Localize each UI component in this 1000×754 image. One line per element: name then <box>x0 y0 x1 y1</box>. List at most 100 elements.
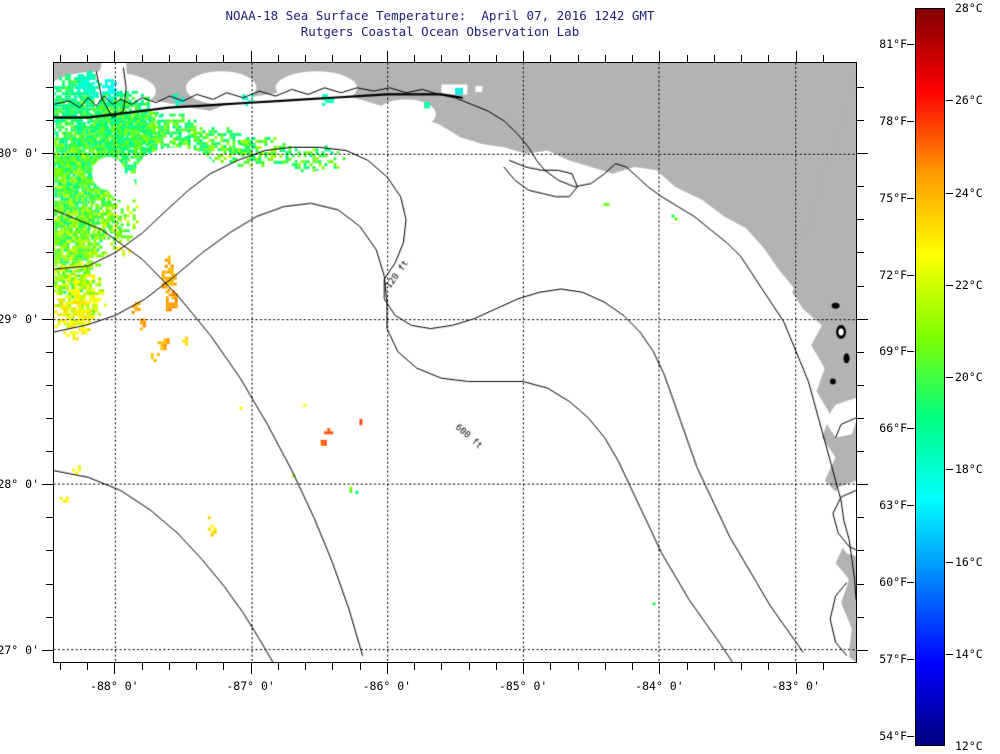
colorbar-gradient <box>915 8 945 746</box>
x-tick <box>305 663 307 670</box>
colorbar-tick-f <box>907 351 914 353</box>
x-tick-top <box>468 55 470 62</box>
y-tick <box>46 252 53 254</box>
colorbar-label-f: 72°F <box>879 267 907 282</box>
x-tick-top <box>604 55 606 62</box>
colorbar-label-c: 14°C <box>955 646 983 661</box>
y-tick-right <box>857 119 864 121</box>
x-tick-top <box>87 55 89 62</box>
x-tick <box>250 663 252 674</box>
y-tick <box>46 583 53 585</box>
x-tick-top <box>168 55 170 62</box>
chart-title: NOAA-18 Sea Surface Temperature: April 0… <box>0 8 880 40</box>
y-tick <box>42 484 53 486</box>
x-tick-top <box>713 55 715 62</box>
x-tick <box>141 663 143 670</box>
x-axis-label: -86° 0' <box>362 679 412 693</box>
y-tick <box>46 351 53 353</box>
x-tick-top <box>305 55 307 62</box>
colorbar-label-f: 81°F <box>879 36 907 51</box>
x-tick-top <box>577 55 579 62</box>
colorbar-tick-f <box>907 505 914 507</box>
y-tick <box>46 86 53 88</box>
y-tick <box>46 186 53 188</box>
x-tick-top <box>768 55 770 62</box>
x-tick-top <box>223 55 225 62</box>
x-tick <box>523 663 525 674</box>
x-tick <box>741 663 743 670</box>
y-tick <box>46 616 53 618</box>
sst-raster <box>54 63 856 662</box>
x-tick-top <box>550 55 552 62</box>
colorbar-tick-f <box>907 428 914 430</box>
colorbar-label-c: 16°C <box>955 554 983 569</box>
colorbar-label-f: 63°F <box>879 498 907 513</box>
colorbar-label-c: 24°C <box>955 185 983 200</box>
y-tick-right <box>857 285 864 287</box>
y-tick-right <box>857 219 864 221</box>
y-tick <box>42 649 53 651</box>
y-tick-right <box>857 451 864 453</box>
x-tick <box>359 663 361 670</box>
x-tick <box>495 663 497 670</box>
x-tick-top <box>332 55 334 62</box>
x-tick-top <box>441 55 443 62</box>
colorbar-tick-c <box>946 653 953 655</box>
colorbar-tick-f <box>907 43 914 45</box>
colorbar <box>915 8 945 746</box>
x-tick-top <box>632 55 634 62</box>
y-tick-right <box>857 86 864 88</box>
y-tick-right <box>857 318 868 320</box>
y-tick <box>46 119 53 121</box>
x-tick-top <box>414 55 416 62</box>
x-tick-top <box>386 51 388 62</box>
x-tick <box>822 663 824 670</box>
y-tick-right <box>857 351 864 353</box>
y-tick <box>42 153 53 155</box>
x-tick-top <box>250 51 252 62</box>
y-tick <box>46 285 53 287</box>
y-tick <box>46 451 53 453</box>
colorbar-label-f: 66°F <box>879 421 907 436</box>
y-tick-right <box>857 417 864 419</box>
x-tick-top <box>141 55 143 62</box>
x-tick <box>114 663 116 674</box>
x-tick <box>686 663 688 670</box>
x-axis-label: -87° 0' <box>226 679 275 693</box>
x-axis-label: -84° 0' <box>635 679 684 693</box>
x-tick <box>59 663 61 670</box>
colorbar-label-f: 78°F <box>879 113 907 128</box>
x-tick <box>795 663 797 674</box>
x-tick <box>468 663 470 670</box>
y-tick-right <box>857 484 868 486</box>
y-tick <box>46 550 53 552</box>
x-tick <box>196 663 198 670</box>
colorbar-label-f: 75°F <box>879 190 907 205</box>
colorbar-label-c: 12°C <box>955 739 983 753</box>
y-tick-right <box>857 186 864 188</box>
x-tick-top <box>822 55 824 62</box>
y-tick-right <box>857 252 864 254</box>
colorbar-tick-c <box>946 469 953 471</box>
x-tick-top <box>659 51 661 62</box>
colorbar-label-f: 60°F <box>879 575 907 589</box>
x-axis-label: -88° 0' <box>90 679 139 693</box>
x-tick <box>332 663 334 670</box>
x-tick-top <box>277 55 279 62</box>
x-tick <box>632 663 634 670</box>
colorbar-label-f: 57°F <box>879 651 907 666</box>
y-axis-label: 30° 0' <box>0 146 39 161</box>
x-tick <box>168 663 170 670</box>
x-tick <box>768 663 770 670</box>
x-tick <box>87 663 89 670</box>
x-tick <box>386 663 388 674</box>
x-tick <box>277 663 279 670</box>
colorbar-label-f: 54°F <box>879 728 907 743</box>
colorbar-label-c: 20°C <box>955 370 983 384</box>
y-tick-right <box>857 384 864 386</box>
colorbar-tick-f <box>907 735 914 737</box>
colorbar-tick-c <box>946 561 953 563</box>
x-tick-top <box>741 55 743 62</box>
x-tick <box>604 663 606 670</box>
x-tick <box>441 663 443 670</box>
